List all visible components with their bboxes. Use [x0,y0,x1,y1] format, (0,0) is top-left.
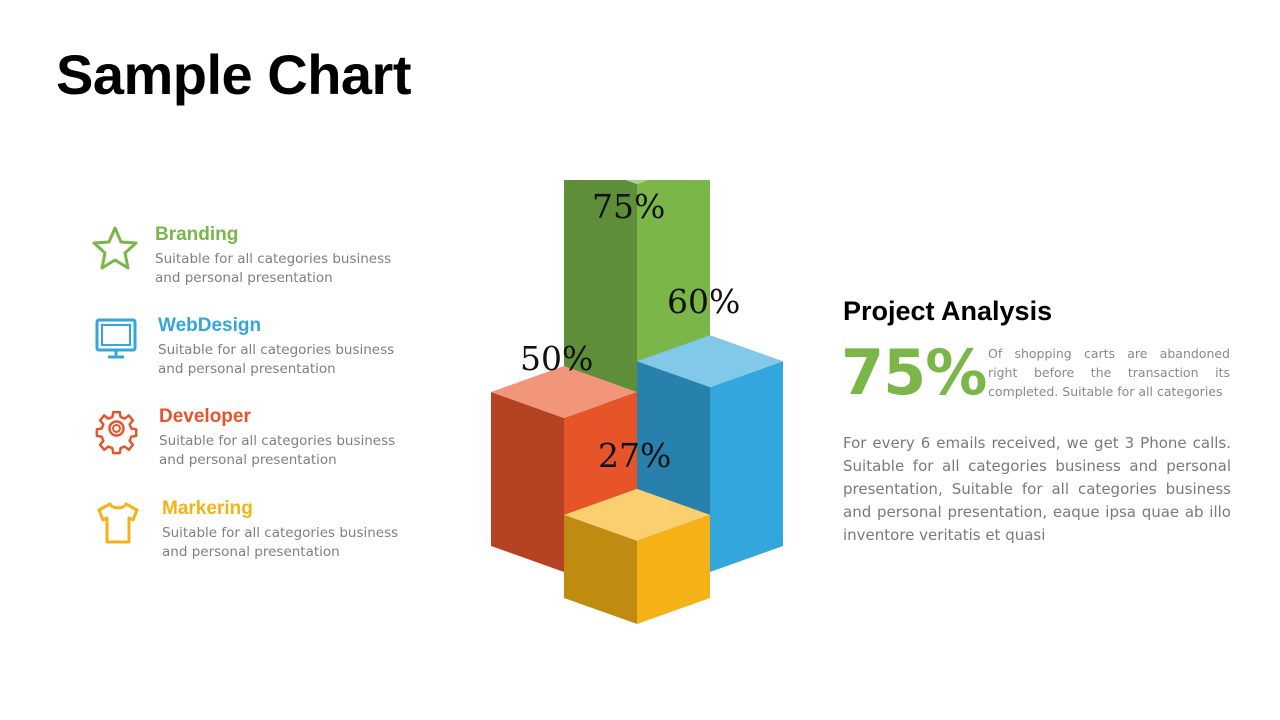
feature-title: WebDesign [158,315,262,336]
page-title: Sample Chart [56,43,412,106]
analysis-big-value: 75% [841,336,987,409]
feature-description: Suitable for all categories business and… [158,342,395,377]
data-label-markering: 27% [598,436,671,475]
feature-description: Suitable for all categories business and… [155,251,392,286]
feature-description: Suitable for all categories business and… [162,525,399,560]
data-label-branding: 75% [592,187,665,226]
bar-2-top-face [491,366,637,418]
gear-icon [95,410,138,455]
bar-2-left-face [491,392,564,572]
bar-1-top-face [637,335,783,388]
bar-0-top-face [625,180,649,184]
bar-3-left-face [564,514,637,624]
feature-description: Suitable for all categories business and… [159,433,396,468]
bar-3-right-face [637,514,710,624]
bar-1-right-face [710,361,783,572]
star-icon [92,226,138,270]
bar-0-left-face [564,180,637,415]
data-label-webdesign: 60% [667,282,740,321]
monitor-icon [95,318,137,359]
isometric-bar-chart: 75% 60% 50% 27% [491,180,783,624]
feature-title: Branding [155,224,239,245]
feature-title: Developer [159,406,251,427]
analysis-title: Project Analysis [843,296,1053,326]
analysis-note: Of shopping carts are abandoned right be… [988,346,1230,399]
bar-3-top-face [564,488,710,541]
analysis-paragraph: For every 6 emails received, we get 3 Ph… [843,434,1231,544]
data-label-developer: 50% [520,339,593,378]
tshirt-icon [97,502,139,544]
feature-title: Markering [162,498,253,519]
